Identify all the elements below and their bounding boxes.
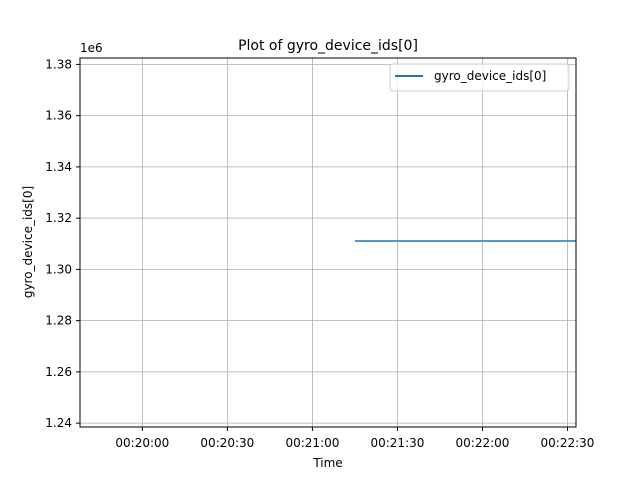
x-tick-label: 00:22:00	[456, 436, 510, 450]
y-offset-label: 1e6	[80, 41, 103, 55]
y-tick-label: 1.36	[45, 109, 72, 123]
y-tick-label: 1.34	[45, 160, 72, 174]
plot-frame	[79, 57, 577, 428]
y-tick-label: 1.24	[45, 416, 72, 430]
y-axis: 1.24 1.26 1.28 1.30 1.32 1.34 1.36 1.38	[45, 57, 80, 430]
y-tick-label: 1.30	[45, 262, 72, 276]
y-axis-label: gyro_device_ids[0]	[21, 186, 35, 298]
x-tick-label: 00:21:30	[370, 436, 424, 450]
legend-box	[389, 63, 570, 92]
x-tick-label: 00:21:00	[285, 436, 339, 450]
x-tick-label: 00:22:30	[541, 436, 595, 450]
chart-title: Plot of gyro_device_ids[0]	[238, 38, 418, 54]
y-tick-label: 1.28	[45, 314, 72, 328]
y-tick-label: 1.38	[45, 57, 72, 71]
x-axis-label: Time	[312, 456, 342, 470]
x-tick-label: 00:20:30	[200, 436, 254, 450]
x-axis: 00:20:00 00:20:30 00:21:00 00:21:30 00:22:00…	[115, 427, 594, 450]
legend: gyro_device_ids[0]	[389, 63, 570, 92]
grid	[80, 58, 576, 427]
x-tick-label: 00:20:00	[115, 436, 169, 450]
y-tick-label: 1.32	[45, 211, 72, 225]
y-tick-label: 1.26	[45, 365, 72, 379]
legend-label: gyro_device_ids[0]	[434, 69, 546, 83]
